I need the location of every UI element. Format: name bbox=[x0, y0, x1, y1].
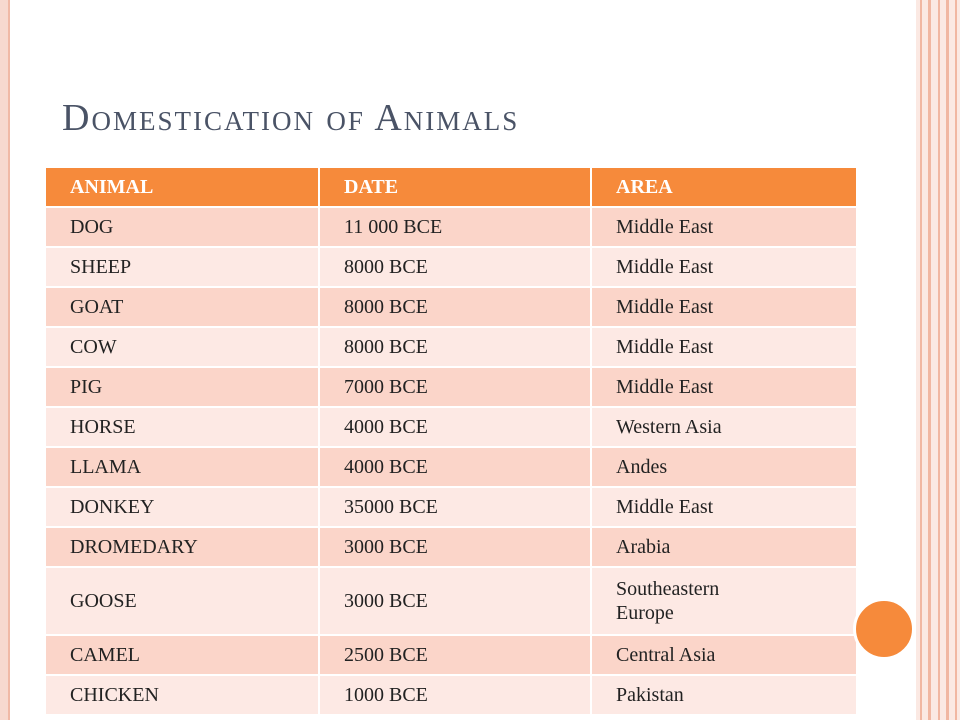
cell-animal: GOOSE bbox=[46, 568, 318, 636]
cell-area: Middle East bbox=[590, 488, 856, 528]
cell-animal: LLAMA bbox=[46, 448, 318, 488]
slide-title: Domestication of Animals bbox=[62, 97, 520, 139]
cell-animal: GOAT bbox=[46, 288, 318, 328]
cell-area: Middle East bbox=[590, 328, 856, 368]
cell-area: Andes bbox=[590, 448, 856, 488]
cell-animal: DONKEY bbox=[46, 488, 318, 528]
table-row: COW 8000 BCE Middle East bbox=[46, 328, 856, 368]
cell-date: 4000 BCE bbox=[318, 448, 590, 488]
slide-left-border bbox=[0, 0, 10, 720]
cell-area: Middle East bbox=[590, 248, 856, 288]
header-animal: ANIMAL bbox=[46, 168, 318, 208]
cell-animal: CHICKEN bbox=[46, 676, 318, 716]
table-row: DROMEDARY 3000 BCE Arabia bbox=[46, 528, 856, 568]
cell-animal: PIG bbox=[46, 368, 318, 408]
header-date: DATE bbox=[318, 168, 590, 208]
slide-right-border bbox=[916, 0, 960, 720]
cell-date: 11 000 BCE bbox=[318, 208, 590, 248]
cell-area: Western Asia bbox=[590, 408, 856, 448]
table-header-row: ANIMAL DATE AREA bbox=[46, 168, 856, 208]
table-row: PIG 7000 BCE Middle East bbox=[46, 368, 856, 408]
cell-animal: HORSE bbox=[46, 408, 318, 448]
table-row: CAMEL 2500 BCE Central Asia bbox=[46, 636, 856, 676]
cell-date: 8000 BCE bbox=[318, 288, 590, 328]
cell-area: Middle East bbox=[590, 288, 856, 328]
cell-date: 4000 BCE bbox=[318, 408, 590, 448]
table-row: HORSE 4000 BCE Western Asia bbox=[46, 408, 856, 448]
cell-date: 1000 BCE bbox=[318, 676, 590, 716]
cell-animal: DROMEDARY bbox=[46, 528, 318, 568]
cell-area: Middle East bbox=[590, 368, 856, 408]
cell-area: Central Asia bbox=[590, 636, 856, 676]
table-row: DOG 11 000 BCE Middle East bbox=[46, 208, 856, 248]
cell-date: 7000 BCE bbox=[318, 368, 590, 408]
cell-date: 8000 BCE bbox=[318, 328, 590, 368]
table-row: CHICKEN 1000 BCE Pakistan bbox=[46, 676, 856, 716]
table-row: GOOSE 3000 BCE Southeastern Europe bbox=[46, 568, 856, 636]
cell-date: 3000 BCE bbox=[318, 568, 590, 636]
cell-area: Southeastern Europe bbox=[590, 568, 856, 636]
table-row: SHEEP 8000 BCE Middle East bbox=[46, 248, 856, 288]
header-area: AREA bbox=[590, 168, 856, 208]
cell-area: Pakistan bbox=[590, 676, 856, 716]
cell-date: 2500 BCE bbox=[318, 636, 590, 676]
table-row: DONKEY 35000 BCE Middle East bbox=[46, 488, 856, 528]
cell-date: 35000 BCE bbox=[318, 488, 590, 528]
cell-animal: CAMEL bbox=[46, 636, 318, 676]
domestication-table: ANIMAL DATE AREA DOG 11 000 BCE Middle E… bbox=[46, 168, 856, 716]
table-row: GOAT 8000 BCE Middle East bbox=[46, 288, 856, 328]
accent-circle bbox=[853, 598, 915, 660]
cell-area: Arabia bbox=[590, 528, 856, 568]
cell-animal: COW bbox=[46, 328, 318, 368]
cell-animal: SHEEP bbox=[46, 248, 318, 288]
cell-animal: DOG bbox=[46, 208, 318, 248]
cell-area: Middle East bbox=[590, 208, 856, 248]
table-row: LLAMA 4000 BCE Andes bbox=[46, 448, 856, 488]
cell-date: 8000 BCE bbox=[318, 248, 590, 288]
cell-date: 3000 BCE bbox=[318, 528, 590, 568]
